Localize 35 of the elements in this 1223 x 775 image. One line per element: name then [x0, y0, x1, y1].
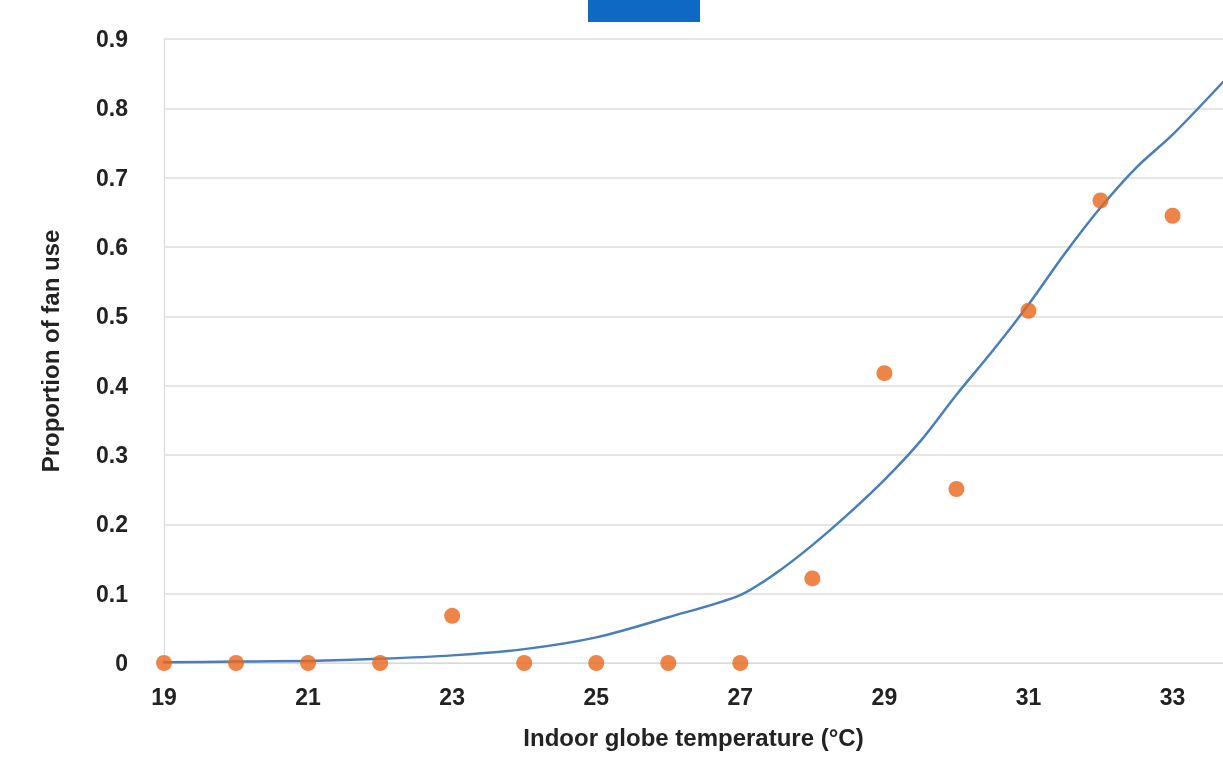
- point: [372, 655, 389, 671]
- point: [876, 365, 893, 382]
- point: [588, 655, 605, 671]
- x-tick-label: 29: [871, 683, 898, 710]
- point: [1164, 207, 1181, 224]
- y-tick-label: 0.7: [96, 164, 128, 191]
- y-tick-label: 0.3: [96, 442, 128, 468]
- point: [732, 655, 749, 671]
- y-tick-label: 0.2: [96, 511, 128, 538]
- point: [1020, 302, 1037, 319]
- x-tick-label: 31: [1015, 683, 1042, 710]
- x-axis-title: Indoor globe temperature (°C): [523, 723, 864, 751]
- point: [228, 655, 245, 671]
- y-tick-label: 0.9: [96, 26, 128, 52]
- point: [516, 655, 533, 671]
- x-tick-label: 23: [439, 683, 465, 710]
- y-tick-label: 0.5: [96, 303, 129, 330]
- y-tick-label: 0: [115, 650, 128, 676]
- x-tick-label: 21: [295, 683, 322, 710]
- point: [300, 655, 317, 671]
- y-axis-title: Proportion of fan use: [36, 229, 64, 473]
- y-tick-label: 0.4: [96, 372, 129, 399]
- point: [444, 607, 461, 624]
- point: [660, 655, 677, 671]
- point: [156, 655, 172, 671]
- point: [1092, 192, 1109, 209]
- point: [948, 480, 965, 497]
- x-tick-label: 19: [151, 683, 177, 710]
- x-tick-label: 27: [727, 683, 754, 710]
- x-tick-label: 33: [1159, 683, 1186, 710]
- point: [804, 570, 821, 587]
- y-tick-label: 0.8: [96, 95, 129, 122]
- y-tick-label: 0.1: [96, 580, 129, 607]
- y-tick-label: 0.6: [96, 234, 128, 260]
- x-tick-label: 25: [583, 683, 610, 710]
